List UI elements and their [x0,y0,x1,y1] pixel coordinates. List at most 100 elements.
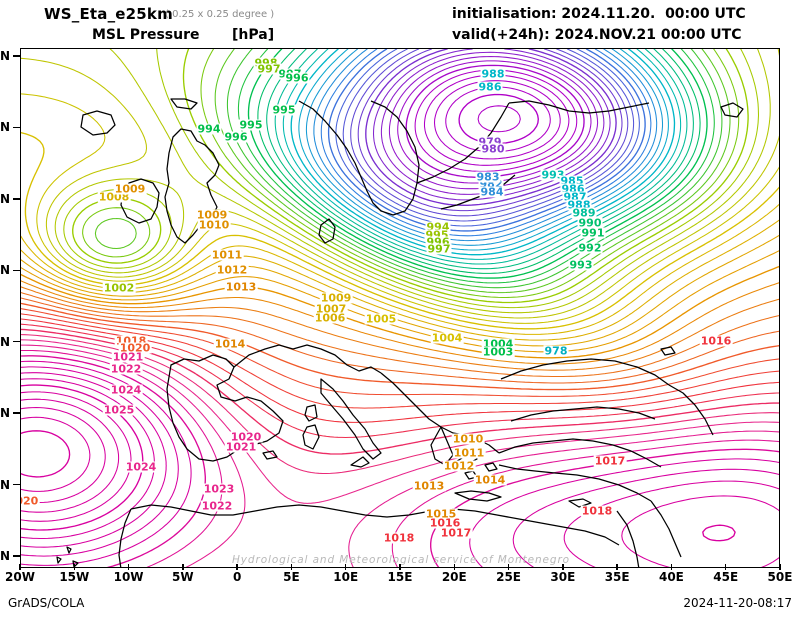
isobar-976 [397,60,592,184]
isobar-label: 1016 [428,516,462,530]
isobar-971 [445,86,551,153]
latitude-tick-label: N [0,120,11,135]
isobar-1018 [21,318,779,423]
isobar-label: 1012 [215,263,249,277]
isobar-1028 [563,480,779,567]
isobar-label: 1016 [699,334,733,348]
isobar-label: 1018 [382,531,416,545]
isobar-label: 1022 [200,499,234,513]
longitude-tick-label: 35E [604,570,630,584]
isobar-label: 1003 [481,345,515,359]
isobar-label: 1010 [451,432,485,446]
longitude-tick-mark [290,564,293,570]
isobar-label: 1020 [118,341,152,355]
isobar-label: 998 [253,57,279,69]
isobar-label: 979 [477,135,503,149]
isobar-982 [350,49,629,217]
isobar-974 [414,69,578,172]
isobar-label: 985 [559,174,585,188]
longitude-tick-mark [127,564,130,570]
isobar-973 [423,74,570,166]
longitude-tick-label: 30E [550,570,576,584]
isobar-1013 [21,292,779,378]
longitude-tick-label: 40E [658,570,684,584]
isobar-label: 1020 [229,430,263,444]
isobar-label: 1009 [195,208,229,222]
isobar-992 [274,49,688,265]
longitude-tick-mark [616,564,618,570]
isobar-1000 [182,49,749,304]
isobar-970 [458,93,539,145]
isobar-1032 [21,398,120,513]
isobar-993 [266,49,694,270]
longitude-tick-label: 50E [767,570,793,584]
isobar-label: 1022 [109,362,143,376]
isobar-1030 [21,384,144,531]
isobar-1020 [21,328,779,455]
isobar-1015 [21,302,779,391]
isobar-1003 [777,49,779,57]
isobar-label: 1018 [580,504,614,518]
longitude-axis: 20W 15W 10W 5W 0 5E 10E 15E 20E 25E 30E 35E 40E 45E 50… [0,564,800,588]
longitude-tick-mark [725,564,727,570]
isobar-1002 [109,49,771,314]
latitude-tick-mark [13,483,20,486]
isobar-998 [214,49,731,294]
isobar-label: 1009 [113,182,147,196]
longitude-tick-label: 10W [113,570,144,584]
isobar-1028 [21,372,167,548]
latitude-tick-label: N [0,334,11,349]
isobar-1002 [54,178,185,274]
footer-credit: GrADS/COLA [8,596,85,610]
isobar-label: 996 [425,235,451,249]
isobar-991 [282,49,682,260]
longitude-tick-mark [19,564,21,570]
isobar-1026 [469,458,779,567]
isobar-1034 [21,416,91,492]
isobar-label: 997 [426,242,452,256]
latitude-tick-mark [13,341,20,343]
isobar-1027 [512,468,779,567]
isobar-label: 982 [478,177,504,191]
isobar-988 [305,49,664,246]
isobar-1027 [21,366,179,557]
isobar-1010 [21,265,779,359]
isobar-label: 1002 [102,281,136,295]
longitude-tick-label: 20W [5,570,35,584]
longitude-tick-mark [453,564,455,570]
isobar-977 [388,55,599,190]
isobar-1021 [21,334,779,475]
latitude-tick-label: N [0,49,11,63]
isobar-label: 984 [479,185,505,199]
isobar-label: 1004 [481,337,515,351]
isobar-label: 1008 [97,190,131,204]
longitude-tick-label: 15W [59,570,90,584]
longitude-tick-mark [182,564,184,570]
isobar-1017 [21,313,779,409]
coastlines [56,98,744,567]
isobar-label: 1013 [412,479,446,493]
longitude-tick-mark [779,564,781,570]
model-resolution: ( 0.25 x 0.25 degree ) [165,9,275,20]
isobar-1033 [21,406,106,504]
isobar-998 [94,217,137,250]
isobar-1011 [21,280,779,365]
contour-canvas [21,49,779,567]
isobar-986 [320,49,652,237]
latitude-tick-label: N [0,549,11,563]
isobar-label: 983 [475,170,501,184]
isobar-label: 1024 [124,460,158,474]
isobar-label: 1021 [224,440,258,454]
isobar-995 [247,49,708,279]
isobar-1001 [156,49,760,309]
isobar-1023 [21,344,246,567]
isobar-label: 1005 [364,312,398,326]
isobar-label: 987 [562,190,588,204]
isobar-label: 1025 [102,403,136,417]
isobar-lines [21,49,779,567]
latitude-tick-label: N [0,406,11,421]
isobar-label: 995 [238,118,264,132]
isobar-990 [290,49,676,256]
isobar-1006 [21,203,779,335]
isobar-label: 1014 [213,337,247,351]
